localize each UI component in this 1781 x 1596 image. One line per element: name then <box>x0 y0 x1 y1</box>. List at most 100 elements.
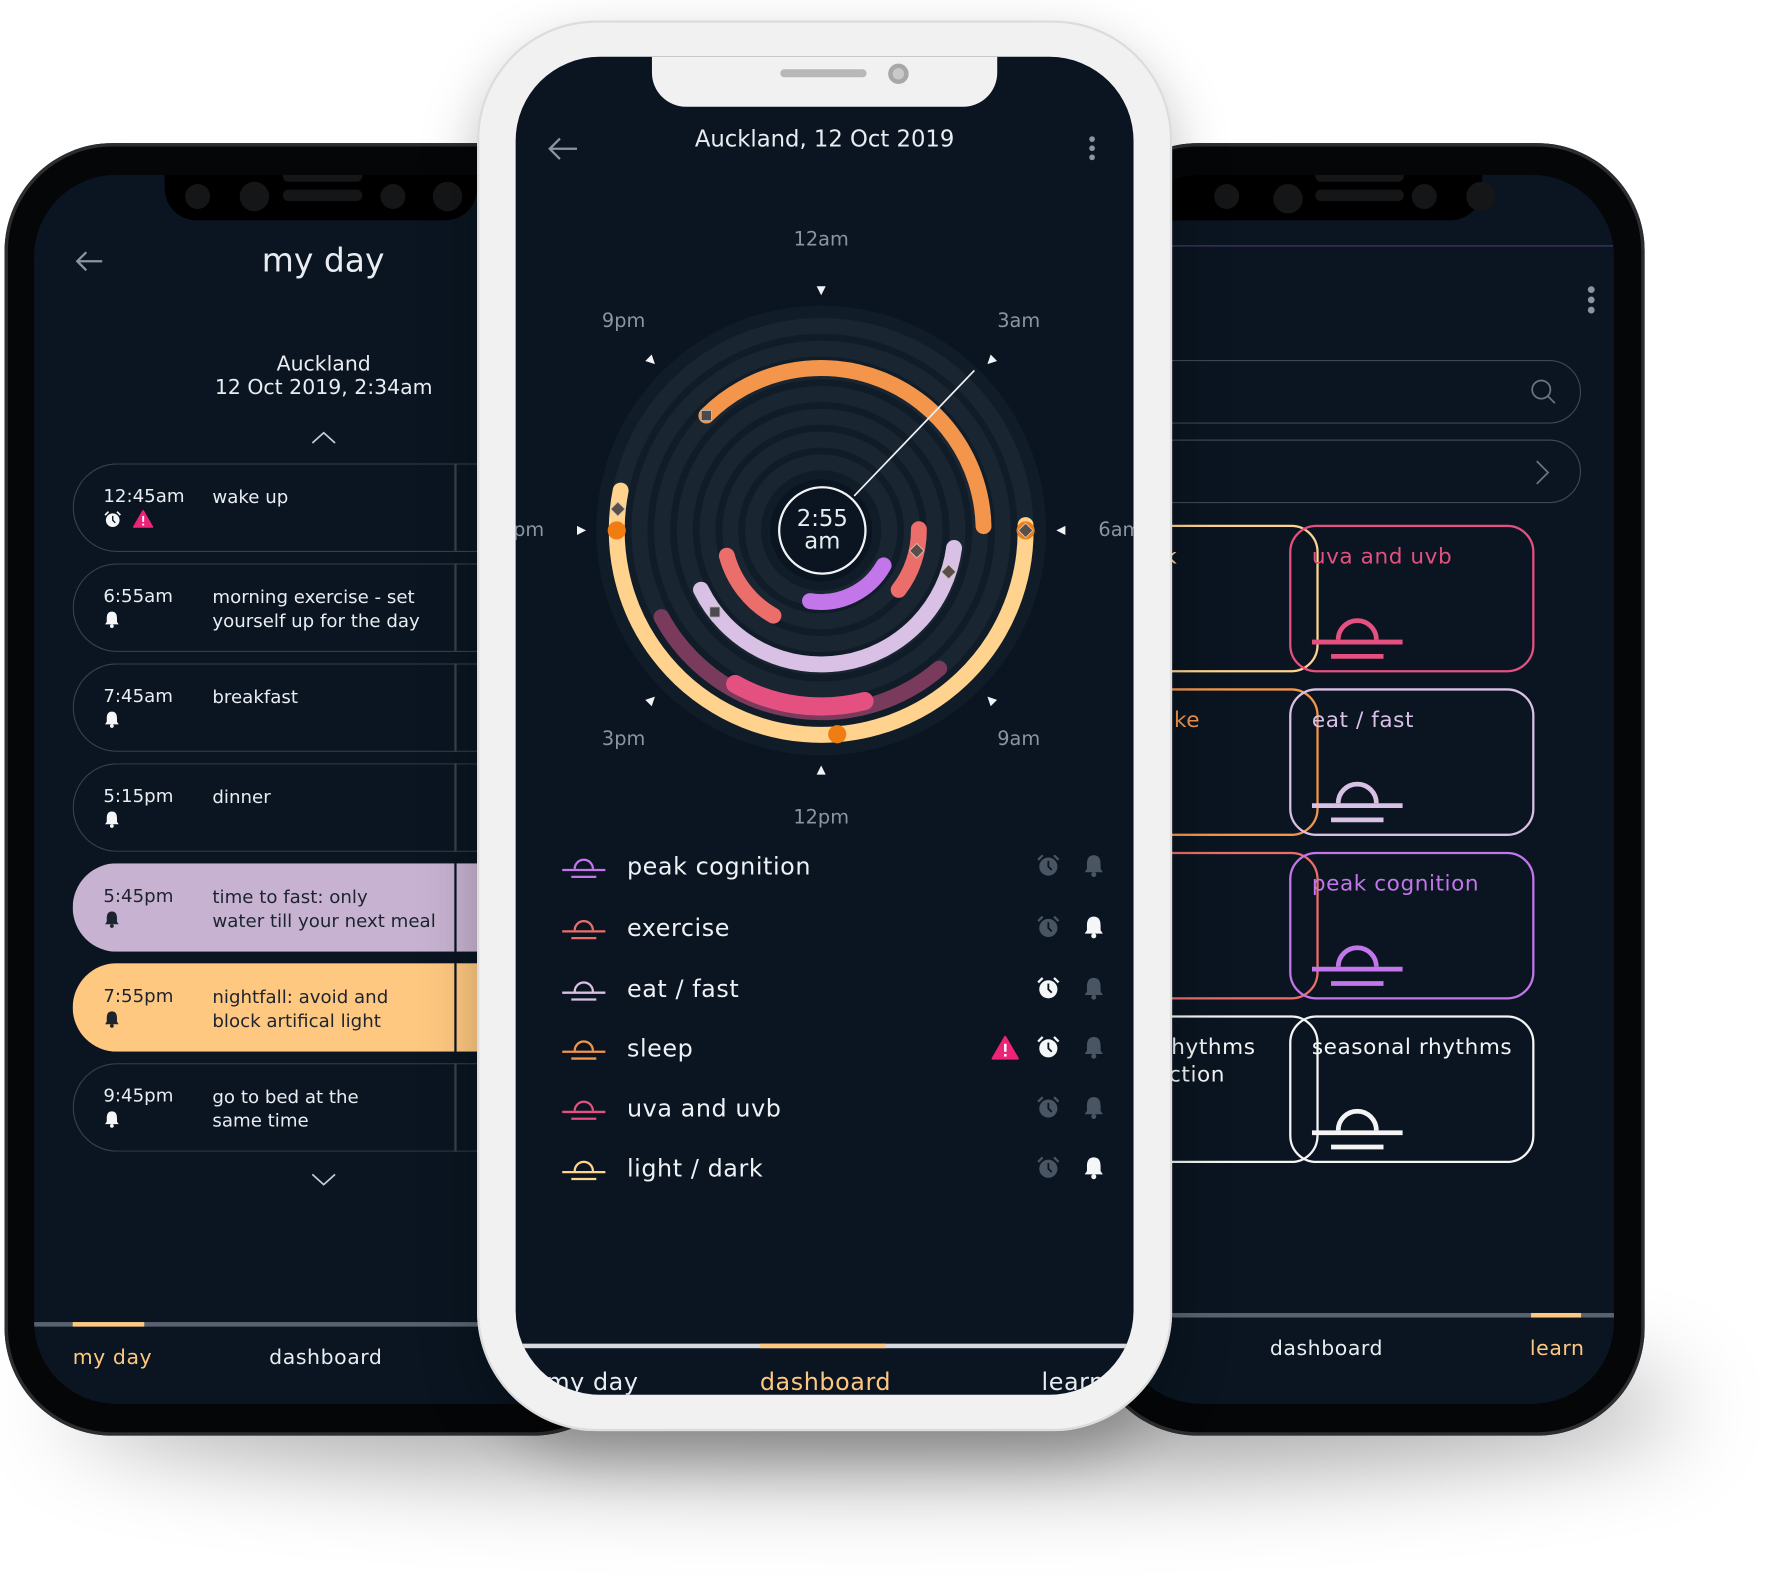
hour-tick-marker <box>816 765 826 775</box>
alarm-icon[interactable] <box>1036 853 1061 883</box>
arc-uva-uvb-peak[interactable] <box>726 674 874 716</box>
nav-learn[interactable]: learn <box>1529 1336 1585 1361</box>
nav-active-indicator <box>759 1343 886 1349</box>
alarm-icon <box>103 510 121 528</box>
hour-tick-marker <box>645 354 655 365</box>
hour-label: 9pm <box>601 310 646 333</box>
category-selector[interactable] <box>1118 439 1582 504</box>
horizon-sun-icon <box>561 1157 606 1187</box>
back-arrow-icon[interactable] <box>75 250 105 273</box>
schedule-item[interactable]: 5:45pm time to fast: only water till your… <box>72 863 550 952</box>
horizon-sun-icon <box>561 1037 606 1067</box>
nav-active-indicator <box>1531 1312 1582 1318</box>
alarm-icon[interactable] <box>1036 1155 1061 1185</box>
hour-tick-marker <box>816 286 826 296</box>
alarm-icon[interactable] <box>1036 1035 1061 1065</box>
alarm-icon[interactable] <box>1036 1095 1061 1125</box>
schedule-item[interactable]: 5:15pm dinner <box>72 763 550 852</box>
legend-row[interactable]: eat / fast <box>561 969 1103 1014</box>
alarm-icon[interactable] <box>1036 976 1061 1006</box>
bell-icon[interactable] <box>1082 853 1105 883</box>
legend-row[interactable]: uva and uvb <box>561 1088 1103 1133</box>
search-input[interactable] <box>1118 360 1582 424</box>
right-phone-screen: darkuva and uvb/ wakeeat / fastsepeak co… <box>1118 174 1614 1404</box>
legend-row[interactable]: sleep <box>561 1028 1103 1073</box>
horizon-sun-icon <box>1310 775 1405 832</box>
item-description: time to fast: only water till your next … <box>212 885 436 932</box>
learn-card[interactable]: uva and uvb <box>1289 524 1535 673</box>
current-time: 2:55 <box>796 504 848 532</box>
alarm-icon[interactable] <box>1036 914 1061 944</box>
item-description: morning exercise - set yourself up for t… <box>212 586 420 632</box>
bell-icon[interactable] <box>1082 976 1105 1006</box>
hour-tick-marker <box>645 696 655 707</box>
marker-square <box>700 410 712 422</box>
bell-icon[interactable] <box>1082 1155 1105 1185</box>
marker-square <box>709 606 721 618</box>
learn-card[interactable]: seasonal rhythms <box>1289 1015 1535 1164</box>
schedule-item[interactable]: 9:45pm go to bed at the same time <box>72 1063 550 1152</box>
hour-label: 3pm <box>601 727 646 751</box>
arc-exercise-afternoon[interactable] <box>718 547 782 624</box>
arc-sleep[interactable] <box>698 360 992 535</box>
more-options-icon[interactable] <box>1587 286 1595 314</box>
arc-light-dark[interactable] <box>608 482 1034 743</box>
arc-exercise-morning[interactable] <box>890 521 927 598</box>
bell-icon[interactable] <box>1082 914 1105 944</box>
page-title: my day <box>261 240 385 280</box>
nav-dashboard[interactable]: dashboard <box>269 1345 383 1370</box>
more-options-icon[interactable] <box>1089 136 1096 161</box>
bell-icon <box>103 610 119 628</box>
clock-track-ring <box>699 408 943 652</box>
horizon-sun-icon <box>561 917 606 947</box>
right-phone: darkuva and uvb/ wakeeat / fastsepeak co… <box>1090 143 1645 1436</box>
notch <box>164 174 478 221</box>
circadian-clock[interactable]: 2:55 am 12am 3am 6am 9am 12pm 3pm 6pm 9pm <box>516 57 1134 852</box>
schedule-item[interactable]: 7:45am breakfast <box>72 663 550 752</box>
chevron-right-icon <box>1536 460 1550 485</box>
arc-eat-fast[interactable] <box>693 539 963 673</box>
header-divider <box>1118 245 1614 247</box>
warning-icon <box>132 509 154 528</box>
legend-label: uva and uvb <box>626 1094 782 1123</box>
legend-row[interactable]: exercise <box>561 908 1103 953</box>
scroll-down-chevron-icon[interactable] <box>310 1172 337 1188</box>
scroll-up-chevron-icon[interactable] <box>310 429 337 445</box>
bell-icon <box>103 910 119 928</box>
nav-learn[interactable]: learn <box>1041 1368 1105 1395</box>
bell-icon <box>103 810 119 828</box>
item-description: nightfall: avoid and block artifical lig… <box>212 985 389 1032</box>
bell-icon[interactable] <box>1082 1095 1105 1125</box>
center-phone-screen: Auckland, 12 Oct 2019 2:55 am 12am 3am 6am… <box>515 56 1134 1395</box>
search-icon <box>1531 379 1556 404</box>
item-time: 6:55am <box>103 584 174 607</box>
legend-row[interactable]: light / dark <box>561 1148 1103 1193</box>
horizon-sun-icon <box>1310 1102 1405 1159</box>
item-divider <box>454 563 457 652</box>
arc-peak-cognition[interactable] <box>802 557 892 610</box>
nav-bar-line <box>1118 1312 1614 1318</box>
item-divider <box>454 763 457 852</box>
nav-dashboard[interactable]: dashboard <box>759 1368 892 1395</box>
card-title: uva and uvb <box>1311 544 1453 570</box>
nav-my-day[interactable]: my day <box>546 1368 639 1395</box>
back-arrow-icon[interactable] <box>547 136 579 161</box>
schedule-item[interactable]: 12:45am wake up <box>72 463 550 552</box>
schedule-item[interactable]: 6:55am morning exercise - set yourself up… <box>72 563 550 652</box>
card-title: eat / fast <box>1311 707 1415 733</box>
nav-my-day[interactable]: my day <box>72 1345 153 1370</box>
center-phone: Auckland, 12 Oct 2019 2:55 am 12am 3am 6am… <box>477 20 1173 1432</box>
current-time-hand <box>853 369 975 497</box>
warning-icon <box>991 1035 1019 1064</box>
learn-card[interactable]: eat / fast <box>1289 688 1535 836</box>
legend-row[interactable]: peak cognition <box>561 846 1103 891</box>
bell-icon[interactable] <box>1082 1035 1105 1065</box>
bell-icon <box>103 1010 119 1028</box>
horizon-sun-icon <box>561 855 606 885</box>
learn-card[interactable]: peak cognition <box>1289 851 1535 1000</box>
hour-label: 9am <box>997 727 1041 751</box>
nav-dashboard[interactable]: dashboard <box>1269 1336 1384 1361</box>
legend-label: sleep <box>626 1034 694 1062</box>
datetime-label: 12 Oct 2019, 2:34am <box>214 375 433 400</box>
schedule-item[interactable]: 7:55pm nightfall: avoid and block artific… <box>72 963 550 1052</box>
